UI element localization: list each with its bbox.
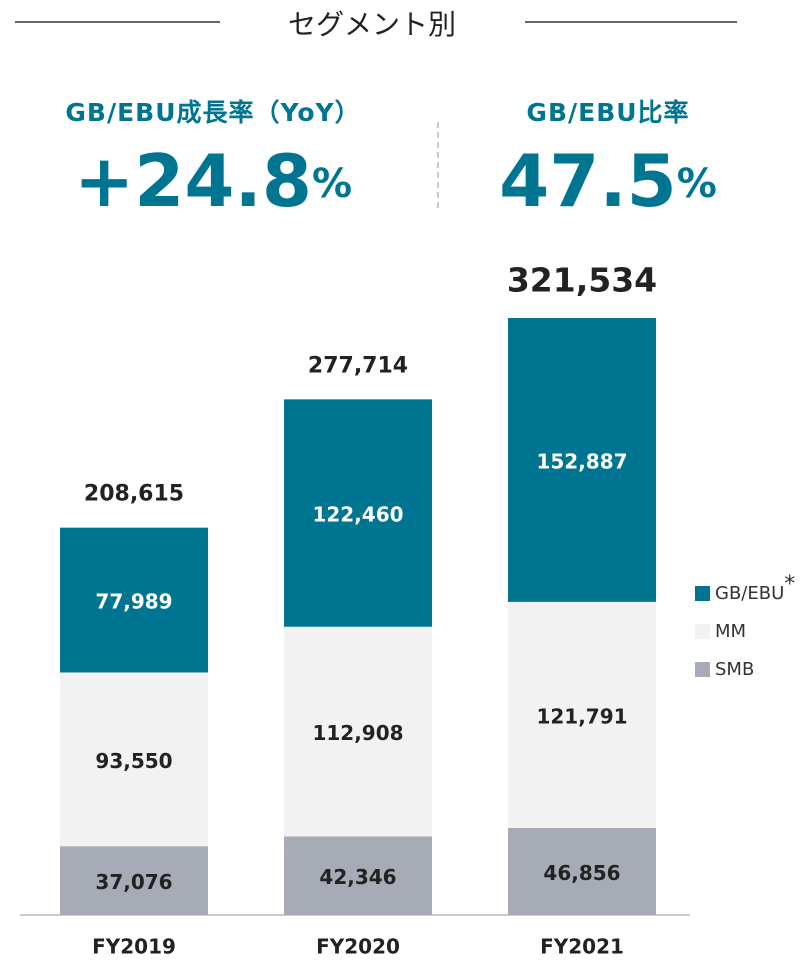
x-tick-label: FY2019 (92, 935, 176, 959)
x-tick-label: FY2020 (316, 935, 400, 959)
segment-label: 121,791 (536, 704, 627, 728)
bar-segment (284, 626, 432, 837)
kpi-label: GB/EBU比率 (526, 98, 689, 127)
segment-label: 93,550 (95, 749, 172, 773)
total-label: 321,534 (507, 261, 657, 300)
segment-label: 112,908 (312, 721, 403, 745)
kpi-value: +24.8% (74, 139, 352, 223)
legend-name: GB/EBU (715, 583, 784, 604)
segment-label: 122,460 (312, 503, 403, 527)
segment-label: 152,887 (536, 449, 627, 473)
kpi-value: 47.5% (499, 139, 717, 223)
bar-segment (60, 527, 208, 673)
legend-marker: * (784, 572, 795, 597)
kpi-label: GB/EBU成長率（YoY） (65, 98, 360, 127)
segment-label: 46,856 (543, 861, 620, 885)
kpi-number: +24.8 (74, 139, 312, 223)
legend-name: SMB (715, 659, 754, 680)
bar-segment (508, 601, 656, 829)
total-label: 277,714 (308, 353, 408, 378)
bar-segment (60, 672, 208, 847)
x-tick-label: FY2021 (540, 935, 624, 959)
bar-segment (284, 836, 432, 915)
segment-label: 42,346 (319, 865, 396, 889)
segment-label: 77,989 (95, 590, 172, 614)
legend-swatch (695, 624, 710, 639)
kpi-unit: % (677, 161, 717, 207)
bar-segment (508, 828, 656, 915)
segment-label: 37,076 (95, 870, 172, 894)
total-label: 208,615 (84, 482, 184, 507)
legend-label: MM (715, 621, 746, 642)
legend-name: MM (715, 621, 746, 642)
legend-label: SMB (715, 659, 754, 680)
kpi-unit: % (312, 161, 352, 207)
legend-label: GB/EBU* (715, 572, 795, 604)
chart-title: セグメント別 (288, 8, 456, 41)
bar-segment (60, 846, 208, 915)
legend-swatch (695, 586, 710, 601)
bar-segment (284, 399, 432, 627)
bar-segment (508, 318, 656, 602)
kpi-number: 47.5 (499, 139, 677, 223)
legend-swatch (695, 662, 710, 677)
